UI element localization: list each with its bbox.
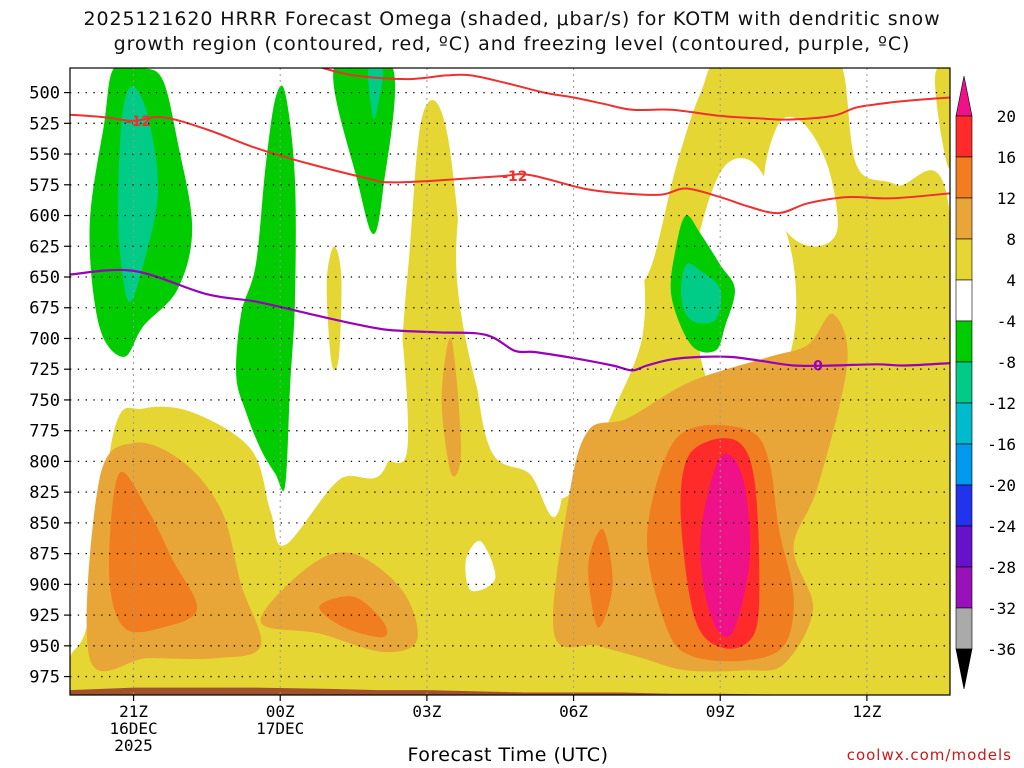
colorbar-bin-0 — [955, 115, 973, 158]
y-tick-label-500: 500 — [29, 84, 60, 104]
y-tick-label-625: 625 — [29, 237, 60, 257]
y-tick-label-575: 575 — [29, 176, 60, 196]
plot-area: -12 -12 0 — [70, 68, 950, 695]
x-axis-title: Forecast Time (UTC) — [407, 744, 609, 766]
y-tick-label-700: 700 — [29, 329, 60, 349]
colorbar-label-8: -16 — [987, 435, 1016, 454]
omega-region-yellow-1 — [934, 68, 950, 169]
colorbar-label-0: 20 — [997, 107, 1016, 126]
x-tick-label-21Z-1: 16DEC — [109, 719, 157, 738]
terrain-surface — [70, 687, 950, 695]
colorbar-label-7: -12 — [987, 394, 1016, 413]
colorbar-bottom-arrow — [955, 648, 973, 690]
dgz-isotherm-label-extra: -12 — [502, 169, 527, 185]
colorbar-label-11: -28 — [987, 558, 1016, 577]
freezing-level-line — [70, 268, 950, 372]
omega-region-white-3 — [764, 116, 838, 247]
colorbar-label-5: -4 — [997, 312, 1016, 331]
colorbar-label-10: -24 — [987, 517, 1016, 536]
y-tick-label-600: 600 — [29, 207, 60, 227]
x-tick-label-03Z-0: 03Z — [412, 702, 441, 721]
colorbar-bin-12 — [955, 607, 973, 650]
y-axis: 500 525 550 575 600 625 650 675 700 725 750 775 800 8… — [29, 84, 70, 688]
omega-region-teal-23 — [680, 263, 722, 324]
colorbar-bin-3 — [955, 238, 973, 281]
omega-region-white-6 — [465, 540, 496, 592]
y-tick-label-850: 850 — [29, 514, 60, 534]
y-tick-label-875: 875 — [29, 545, 60, 565]
omega-region-orange-13 — [588, 528, 613, 628]
y-tick-label-825: 825 — [29, 483, 60, 503]
colorbar-label-1: 16 — [997, 148, 1016, 167]
omega-region-green-19 — [236, 85, 296, 491]
y-tick-label-975: 975 — [29, 668, 60, 688]
y-tick-label-650: 650 — [29, 268, 60, 288]
x-tick-label-00Z-0: 00Z — [266, 702, 295, 721]
colorbar-label-12: -32 — [987, 599, 1016, 618]
x-tick-label-21Z-2: 2025 — [114, 736, 153, 755]
dgz-isotherm-line-1 — [319, 68, 950, 121]
freezing-level-label: 0 — [813, 359, 823, 375]
colorbar-label-13: -36 — [987, 640, 1016, 659]
y-tick-label-550: 550 — [29, 145, 60, 165]
chart-title-line-1: 2025121620 HRRR Forecast Omega (shaded, … — [83, 8, 941, 30]
y-tick-label-950: 950 — [29, 637, 60, 657]
colorbar-bin-7 — [955, 402, 973, 445]
omega-region-teal-18 — [117, 86, 159, 303]
chart-title-line-2: growth region (contoured, red, ºC) and f… — [113, 33, 911, 55]
colorbar-bin-2 — [955, 197, 973, 240]
colorbar-label-4: 4 — [1006, 271, 1016, 290]
colorbar-bin-5 — [955, 320, 973, 363]
omega-region-magenta-16 — [700, 454, 751, 638]
gridlines — [70, 68, 950, 695]
x-tick-label-12Z-0: 12Z — [852, 702, 881, 721]
omega-region-teal-21 — [367, 68, 384, 120]
colorbar-label-6: -8 — [997, 353, 1016, 372]
omega-region-orange-12 — [319, 596, 388, 638]
x-tick-label-21Z-0: 21Z — [119, 702, 148, 721]
colorbar-bin-4 — [955, 279, 973, 322]
colorbar-label-3: 8 — [1006, 230, 1016, 249]
omega-region-white-5 — [456, 111, 646, 499]
y-tick-label-800: 800 — [29, 452, 60, 472]
omega-region-green-20 — [333, 68, 396, 235]
y-tick-label-725: 725 — [29, 360, 60, 380]
dgz-isotherm-line-0 — [70, 113, 950, 215]
y-tick-label-775: 775 — [29, 422, 60, 442]
omega-region-white-2 — [693, 158, 797, 415]
y-tick-label-525: 525 — [29, 114, 60, 134]
colorbar-label-9: -20 — [987, 476, 1016, 495]
colorbar-bin-10 — [955, 525, 973, 568]
omega-region-orange-11 — [109, 471, 198, 633]
colorbar-top-arrow — [955, 75, 973, 117]
y-tick-label-750: 750 — [29, 391, 60, 411]
colorbar-label-2: 12 — [997, 189, 1016, 208]
colorbar-bin-11 — [955, 566, 973, 609]
plot-frame — [69, 67, 951, 696]
colorbar-bin-1 — [955, 156, 973, 199]
colorbar: 20 16 12 8 4 -4 -8 -12 -16 -20 -24 -28 -32 -36 — [955, 75, 1016, 690]
omega-region-gold-9 — [441, 337, 462, 477]
omega-region-yellow-24 — [326, 246, 342, 371]
colorbar-bin-8 — [955, 443, 973, 486]
site-watermark: coolwx.com/models — [846, 746, 1012, 764]
x-tick-label-06Z-0: 06Z — [559, 702, 588, 721]
x-tick-label-00Z-1: 17DEC — [256, 719, 304, 738]
colorbar-bin-9 — [955, 484, 973, 527]
x-tick-label-09Z-0: 09Z — [706, 702, 735, 721]
y-tick-label-900: 900 — [29, 575, 60, 595]
colorbar-bin-6 — [955, 361, 973, 404]
y-tick-label-925: 925 — [29, 606, 60, 626]
dgz-isotherm-label-0: -12 — [126, 114, 151, 130]
y-tick-label-675: 675 — [29, 299, 60, 319]
